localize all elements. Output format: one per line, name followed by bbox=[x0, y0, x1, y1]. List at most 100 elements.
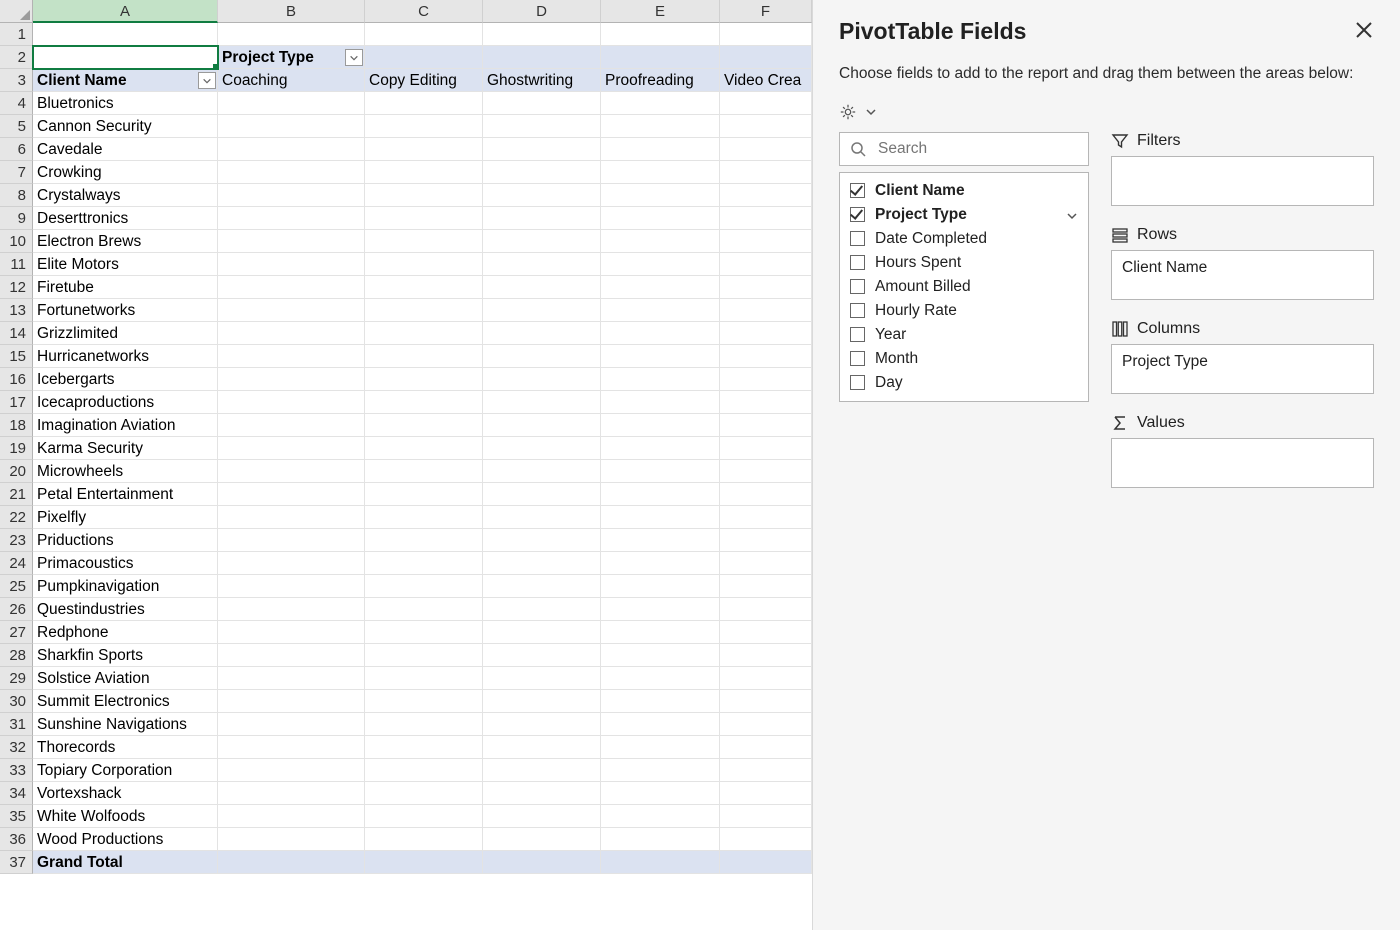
cell-C23[interactable] bbox=[365, 529, 483, 552]
row-header-26[interactable]: 26 bbox=[0, 598, 33, 621]
cell-A33[interactable]: Topiary Corporation bbox=[33, 759, 218, 782]
values-zone[interactable] bbox=[1111, 438, 1374, 488]
cell-E28[interactable] bbox=[601, 644, 720, 667]
cell-B9[interactable] bbox=[218, 207, 365, 230]
row-header-6[interactable]: 6 bbox=[0, 138, 33, 161]
cell-E9[interactable] bbox=[601, 207, 720, 230]
cell-C25[interactable] bbox=[365, 575, 483, 598]
cell-D7[interactable] bbox=[483, 161, 601, 184]
cell-D29[interactable] bbox=[483, 667, 601, 690]
cell-C2[interactable] bbox=[365, 46, 483, 69]
cell-E6[interactable] bbox=[601, 138, 720, 161]
cell-B26[interactable] bbox=[218, 598, 365, 621]
cell-F17[interactable] bbox=[720, 391, 812, 414]
cell-A4[interactable]: Bluetronics bbox=[33, 92, 218, 115]
cell-D15[interactable] bbox=[483, 345, 601, 368]
close-icon[interactable] bbox=[1354, 20, 1374, 45]
cell-F25[interactable] bbox=[720, 575, 812, 598]
cell-B23[interactable] bbox=[218, 529, 365, 552]
cell-C19[interactable] bbox=[365, 437, 483, 460]
cell-F9[interactable] bbox=[720, 207, 812, 230]
cell-F7[interactable] bbox=[720, 161, 812, 184]
cell-A29[interactable]: Solstice Aviation bbox=[33, 667, 218, 690]
field-item-hourly-rate[interactable]: Hourly Rate bbox=[850, 299, 1078, 323]
checkbox[interactable] bbox=[850, 255, 865, 270]
cell-D16[interactable] bbox=[483, 368, 601, 391]
cell-F21[interactable] bbox=[720, 483, 812, 506]
col-header-B[interactable]: B bbox=[218, 0, 365, 23]
cell-B31[interactable] bbox=[218, 713, 365, 736]
cell-A21[interactable]: Petal Entertainment bbox=[33, 483, 218, 506]
field-item-year[interactable]: Year bbox=[850, 323, 1078, 347]
cell-F15[interactable] bbox=[720, 345, 812, 368]
cell-E1[interactable] bbox=[601, 23, 720, 46]
col-header-E[interactable]: E bbox=[601, 0, 720, 23]
cell-A27[interactable]: Redphone bbox=[33, 621, 218, 644]
cell-D23[interactable] bbox=[483, 529, 601, 552]
cell-A26[interactable]: Questindustries bbox=[33, 598, 218, 621]
cell-D35[interactable] bbox=[483, 805, 601, 828]
row-header-28[interactable]: 28 bbox=[0, 644, 33, 667]
row-header-36[interactable]: 36 bbox=[0, 828, 33, 851]
cell-E15[interactable] bbox=[601, 345, 720, 368]
cell-D25[interactable] bbox=[483, 575, 601, 598]
cell-D31[interactable] bbox=[483, 713, 601, 736]
cell-E7[interactable] bbox=[601, 161, 720, 184]
filters-zone[interactable] bbox=[1111, 156, 1374, 206]
row-header-21[interactable]: 21 bbox=[0, 483, 33, 506]
row-header-16[interactable]: 16 bbox=[0, 368, 33, 391]
cell-E27[interactable] bbox=[601, 621, 720, 644]
cell-A25[interactable]: Pumpkinavigation bbox=[33, 575, 218, 598]
cell-B6[interactable] bbox=[218, 138, 365, 161]
cell-F2[interactable] bbox=[720, 46, 812, 69]
cell-A19[interactable]: Karma Security bbox=[33, 437, 218, 460]
cell-D33[interactable] bbox=[483, 759, 601, 782]
cell-C8[interactable] bbox=[365, 184, 483, 207]
cell-D3[interactable]: Ghostwriting bbox=[483, 69, 601, 92]
cell-F4[interactable] bbox=[720, 92, 812, 115]
cell-C28[interactable] bbox=[365, 644, 483, 667]
cell-E14[interactable] bbox=[601, 322, 720, 345]
cell-E13[interactable] bbox=[601, 299, 720, 322]
row-header-9[interactable]: 9 bbox=[0, 207, 33, 230]
cell-F20[interactable] bbox=[720, 460, 812, 483]
cell-D5[interactable] bbox=[483, 115, 601, 138]
row-header-25[interactable]: 25 bbox=[0, 575, 33, 598]
row-header-32[interactable]: 32 bbox=[0, 736, 33, 759]
cell-A3[interactable]: Client Name bbox=[33, 69, 218, 92]
field-item-day[interactable]: Day bbox=[850, 371, 1078, 395]
cell-A23[interactable]: Priductions bbox=[33, 529, 218, 552]
cell-B1[interactable] bbox=[218, 23, 365, 46]
cell-E21[interactable] bbox=[601, 483, 720, 506]
cell-E30[interactable] bbox=[601, 690, 720, 713]
row-header-19[interactable]: 19 bbox=[0, 437, 33, 460]
cell-A22[interactable]: Pixelfly bbox=[33, 506, 218, 529]
cell-F33[interactable] bbox=[720, 759, 812, 782]
row-header-30[interactable]: 30 bbox=[0, 690, 33, 713]
cell-B32[interactable] bbox=[218, 736, 365, 759]
cell-A6[interactable]: Cavedale bbox=[33, 138, 218, 161]
cell-A20[interactable]: Microwheels bbox=[33, 460, 218, 483]
cell-B33[interactable] bbox=[218, 759, 365, 782]
cell-E2[interactable] bbox=[601, 46, 720, 69]
cell-F31[interactable] bbox=[720, 713, 812, 736]
cell-C15[interactable] bbox=[365, 345, 483, 368]
row-header-31[interactable]: 31 bbox=[0, 713, 33, 736]
cell-C5[interactable] bbox=[365, 115, 483, 138]
row-header-5[interactable]: 5 bbox=[0, 115, 33, 138]
search-input[interactable] bbox=[878, 140, 1078, 158]
cell-C10[interactable] bbox=[365, 230, 483, 253]
cell-D18[interactable] bbox=[483, 414, 601, 437]
cell-A37[interactable]: Grand Total bbox=[33, 851, 218, 874]
cell-A30[interactable]: Summit Electronics bbox=[33, 690, 218, 713]
cell-D27[interactable] bbox=[483, 621, 601, 644]
field-item-amount-billed[interactable]: Amount Billed bbox=[850, 275, 1078, 299]
cell-E17[interactable] bbox=[601, 391, 720, 414]
row-header-20[interactable]: 20 bbox=[0, 460, 33, 483]
row-header-23[interactable]: 23 bbox=[0, 529, 33, 552]
checkbox[interactable] bbox=[850, 183, 865, 198]
rows-zone[interactable]: Client Name bbox=[1111, 250, 1374, 300]
cell-E26[interactable] bbox=[601, 598, 720, 621]
cell-B21[interactable] bbox=[218, 483, 365, 506]
row-header-29[interactable]: 29 bbox=[0, 667, 33, 690]
